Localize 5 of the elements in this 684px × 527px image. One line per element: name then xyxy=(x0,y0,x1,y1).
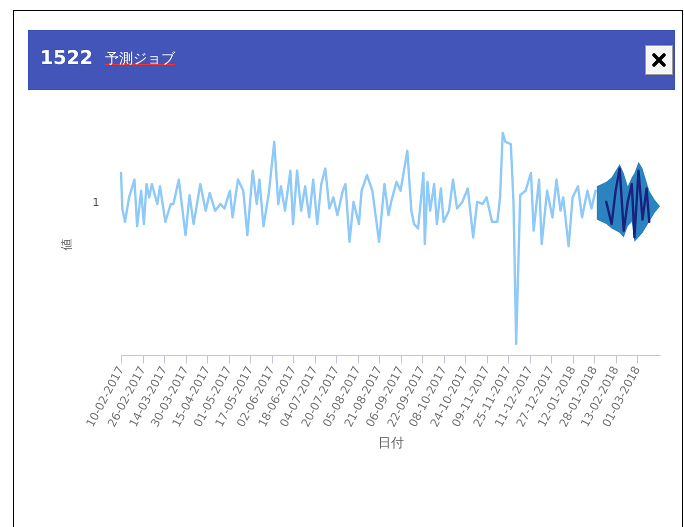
x-axis-title: 日付 xyxy=(378,436,404,452)
text: 1 xyxy=(92,196,100,209)
chart-title: 1522 xyxy=(40,47,93,69)
y-axis-title: 値 xyxy=(60,238,74,250)
chart-subtitle: 予測ジョブ xyxy=(105,50,175,68)
